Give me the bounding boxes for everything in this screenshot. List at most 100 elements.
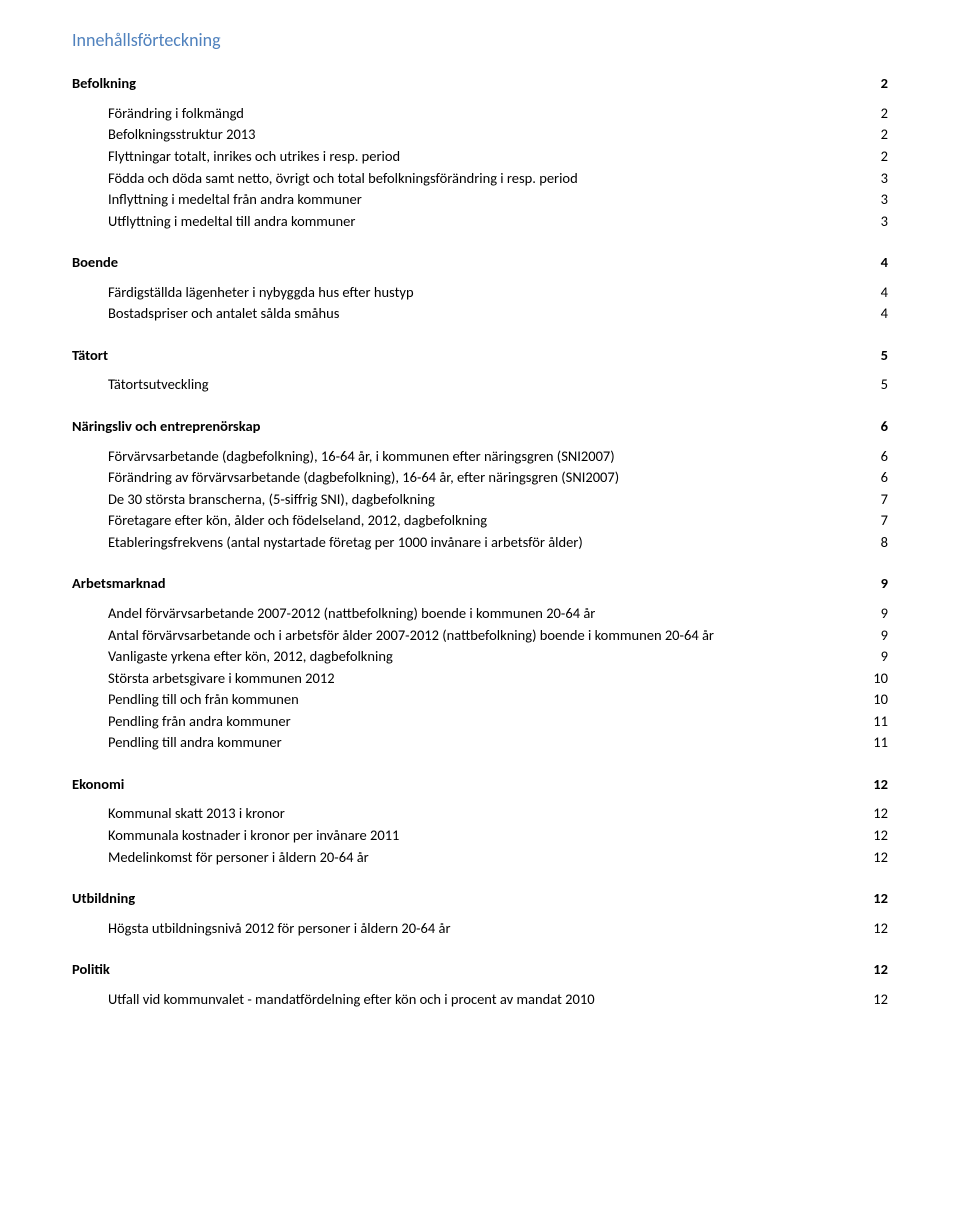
toc-item: Inflyttning i medeltal från andra kommun… xyxy=(108,190,888,210)
toc-item: Pendling från andra kommuner11 xyxy=(108,712,888,732)
section-heading-label: Ekonomi xyxy=(72,775,124,795)
section-heading-label: Boende xyxy=(72,253,118,273)
toc-item-page: 9 xyxy=(881,604,888,624)
toc-item: Antal förvärvsarbetande och i arbetsför … xyxy=(108,626,888,646)
toc-item-label: Företagare efter kön, ålder och födelsel… xyxy=(108,511,881,531)
toc-item-label: Antal förvärvsarbetande och i arbetsför … xyxy=(108,626,881,646)
section-heading-label: Utbildning xyxy=(72,889,135,909)
toc-item: Färdigställda lägenheter i nybyggda hus … xyxy=(108,283,888,303)
toc-item-label: Pendling från andra kommuner xyxy=(108,712,873,732)
toc-item-page: 7 xyxy=(881,490,888,510)
toc-item-label: Pendling till och från kommunen xyxy=(108,690,873,710)
toc-item: Förändring i folkmängd2 xyxy=(108,104,888,124)
section-heading-page: 4 xyxy=(881,253,888,273)
section-heading-page: 12 xyxy=(873,960,888,980)
toc-item: Vanligaste yrkena efter kön, 2012, dagbe… xyxy=(108,647,888,667)
section-items: Utfall vid kommunvalet - mandatfördelnin… xyxy=(108,990,888,1010)
toc-item-label: Pendling till andra kommuner xyxy=(108,733,873,753)
toc-item: Etableringsfrekvens (antal nystartade fö… xyxy=(108,533,888,553)
toc-item-page: 3 xyxy=(881,212,888,232)
toc-item: Kommunala kostnader i kronor per invånar… xyxy=(108,826,888,846)
toc-item: De 30 största branscherna, (5-siffrig SN… xyxy=(108,490,888,510)
toc-item-label: Förändring i folkmängd xyxy=(108,104,881,124)
toc-item-page: 11 xyxy=(873,712,888,732)
section-heading-label: Näringsliv och entreprenörskap xyxy=(72,417,260,437)
section-heading-page: 5 xyxy=(881,346,888,366)
section-heading-label: Politik xyxy=(72,960,110,980)
toc-item-page: 10 xyxy=(873,690,888,710)
toc-item-page: 5 xyxy=(881,375,888,395)
toc-item-label: Utfall vid kommunvalet - mandatfördelnin… xyxy=(108,990,873,1010)
section-heading: Politik 12 xyxy=(72,960,888,980)
toc-item-page: 2 xyxy=(881,104,888,124)
toc-item: Kommunal skatt 2013 i kronor12 xyxy=(108,804,888,824)
toc-item: Största arbetsgivare i kommunen 201210 xyxy=(108,669,888,689)
toc-item: Bostadspriser och antalet sålda småhus4 xyxy=(108,304,888,324)
toc-item: Förvärvsarbetande (dagbefolkning), 16-64… xyxy=(108,447,888,467)
section-heading-page: 2 xyxy=(881,74,888,94)
toc-item: Utfall vid kommunvalet - mandatfördelnin… xyxy=(108,990,888,1010)
toc-item-label: Utflyttning i medeltal till andra kommun… xyxy=(108,212,881,232)
section-items: Tätortsutveckling5 xyxy=(108,375,888,395)
toc-item-page: 11 xyxy=(873,733,888,753)
toc-item-label: Flyttningar totalt, inrikes och utrikes … xyxy=(108,147,881,167)
toc-item-page: 12 xyxy=(873,990,888,1010)
section-items: Färdigställda lägenheter i nybyggda hus … xyxy=(108,283,888,324)
toc-item-page: 3 xyxy=(881,169,888,189)
section-heading: Arbetsmarknad 9 xyxy=(72,574,888,594)
toc-item-label: Andel förvärvsarbetande 2007-2012 (nattb… xyxy=(108,604,881,624)
toc-body: Befolkning2Förändring i folkmängd2Befolk… xyxy=(72,74,888,1009)
section-heading: Tätort 5 xyxy=(72,346,888,366)
toc-item-label: Befolkningsstruktur 2013 xyxy=(108,125,881,145)
section-items: Förändring i folkmängd2Befolkningsstrukt… xyxy=(108,104,888,231)
toc-item-label: Kommunala kostnader i kronor per invånar… xyxy=(108,826,873,846)
section-heading: Ekonomi 12 xyxy=(72,775,888,795)
toc-item: Pendling till och från kommunen10 xyxy=(108,690,888,710)
section-heading-page: 9 xyxy=(881,574,888,594)
toc-item-label: Vanligaste yrkena efter kön, 2012, dagbe… xyxy=(108,647,881,667)
section-heading-page: 6 xyxy=(881,417,888,437)
section-heading-label: Befolkning xyxy=(72,74,136,94)
toc-item-page: 3 xyxy=(881,190,888,210)
toc-item-label: Kommunal skatt 2013 i kronor xyxy=(108,804,873,824)
toc-item-label: Etableringsfrekvens (antal nystartade fö… xyxy=(108,533,881,553)
section-items: Kommunal skatt 2013 i kronor12Kommunala … xyxy=(108,804,888,867)
section-items: Andel förvärvsarbetande 2007-2012 (nattb… xyxy=(108,604,888,753)
toc-item-page: 8 xyxy=(881,533,888,553)
toc-item-label: Största arbetsgivare i kommunen 2012 xyxy=(108,669,873,689)
section-heading-label: Arbetsmarknad xyxy=(72,574,166,594)
toc-item: Flyttningar totalt, inrikes och utrikes … xyxy=(108,147,888,167)
toc-item-page: 12 xyxy=(873,804,888,824)
toc-item-page: 6 xyxy=(881,447,888,467)
toc-item-label: Inflyttning i medeltal från andra kommun… xyxy=(108,190,881,210)
toc-item-label: De 30 största branscherna, (5-siffrig SN… xyxy=(108,490,881,510)
toc-item: Medelinkomst för personer i åldern 20-64… xyxy=(108,848,888,868)
toc-item: Befolkningsstruktur 20132 xyxy=(108,125,888,145)
toc-item-page: 12 xyxy=(873,848,888,868)
toc-item-page: 6 xyxy=(881,468,888,488)
toc-item-page: 4 xyxy=(881,304,888,324)
toc-item-label: Medelinkomst för personer i åldern 20-64… xyxy=(108,848,873,868)
toc-item: Företagare efter kön, ålder och födelsel… xyxy=(108,511,888,531)
section-heading: Boende 4 xyxy=(72,253,888,273)
toc-item-page: 7 xyxy=(881,511,888,531)
toc-item-label: Färdigställda lägenheter i nybyggda hus … xyxy=(108,283,881,303)
section-heading: Utbildning 12 xyxy=(72,889,888,909)
toc-item: Tätortsutveckling5 xyxy=(108,375,888,395)
toc-item-page: 9 xyxy=(881,647,888,667)
toc-item-label: Bostadspriser och antalet sålda småhus xyxy=(108,304,881,324)
section-heading-page: 12 xyxy=(873,889,888,909)
toc-item-label: Högsta utbildningsnivå 2012 för personer… xyxy=(108,919,873,939)
section-items: Högsta utbildningsnivå 2012 för personer… xyxy=(108,919,888,939)
section-heading-label: Tätort xyxy=(72,346,108,366)
toc-item: Födda och döda samt netto, övrigt och to… xyxy=(108,169,888,189)
toc-item-page: 2 xyxy=(881,147,888,167)
toc-item-page: 2 xyxy=(881,125,888,145)
section-heading: Befolkning 2 xyxy=(72,74,888,94)
toc-item: Pendling till andra kommuner11 xyxy=(108,733,888,753)
toc-item-label: Förändring av förvärvsarbetande (dagbefo… xyxy=(108,468,881,488)
section-heading-page: 12 xyxy=(873,775,888,795)
toc-item-page: 12 xyxy=(873,826,888,846)
toc-item-page: 9 xyxy=(881,626,888,646)
toc-item: Andel förvärvsarbetande 2007-2012 (nattb… xyxy=(108,604,888,624)
